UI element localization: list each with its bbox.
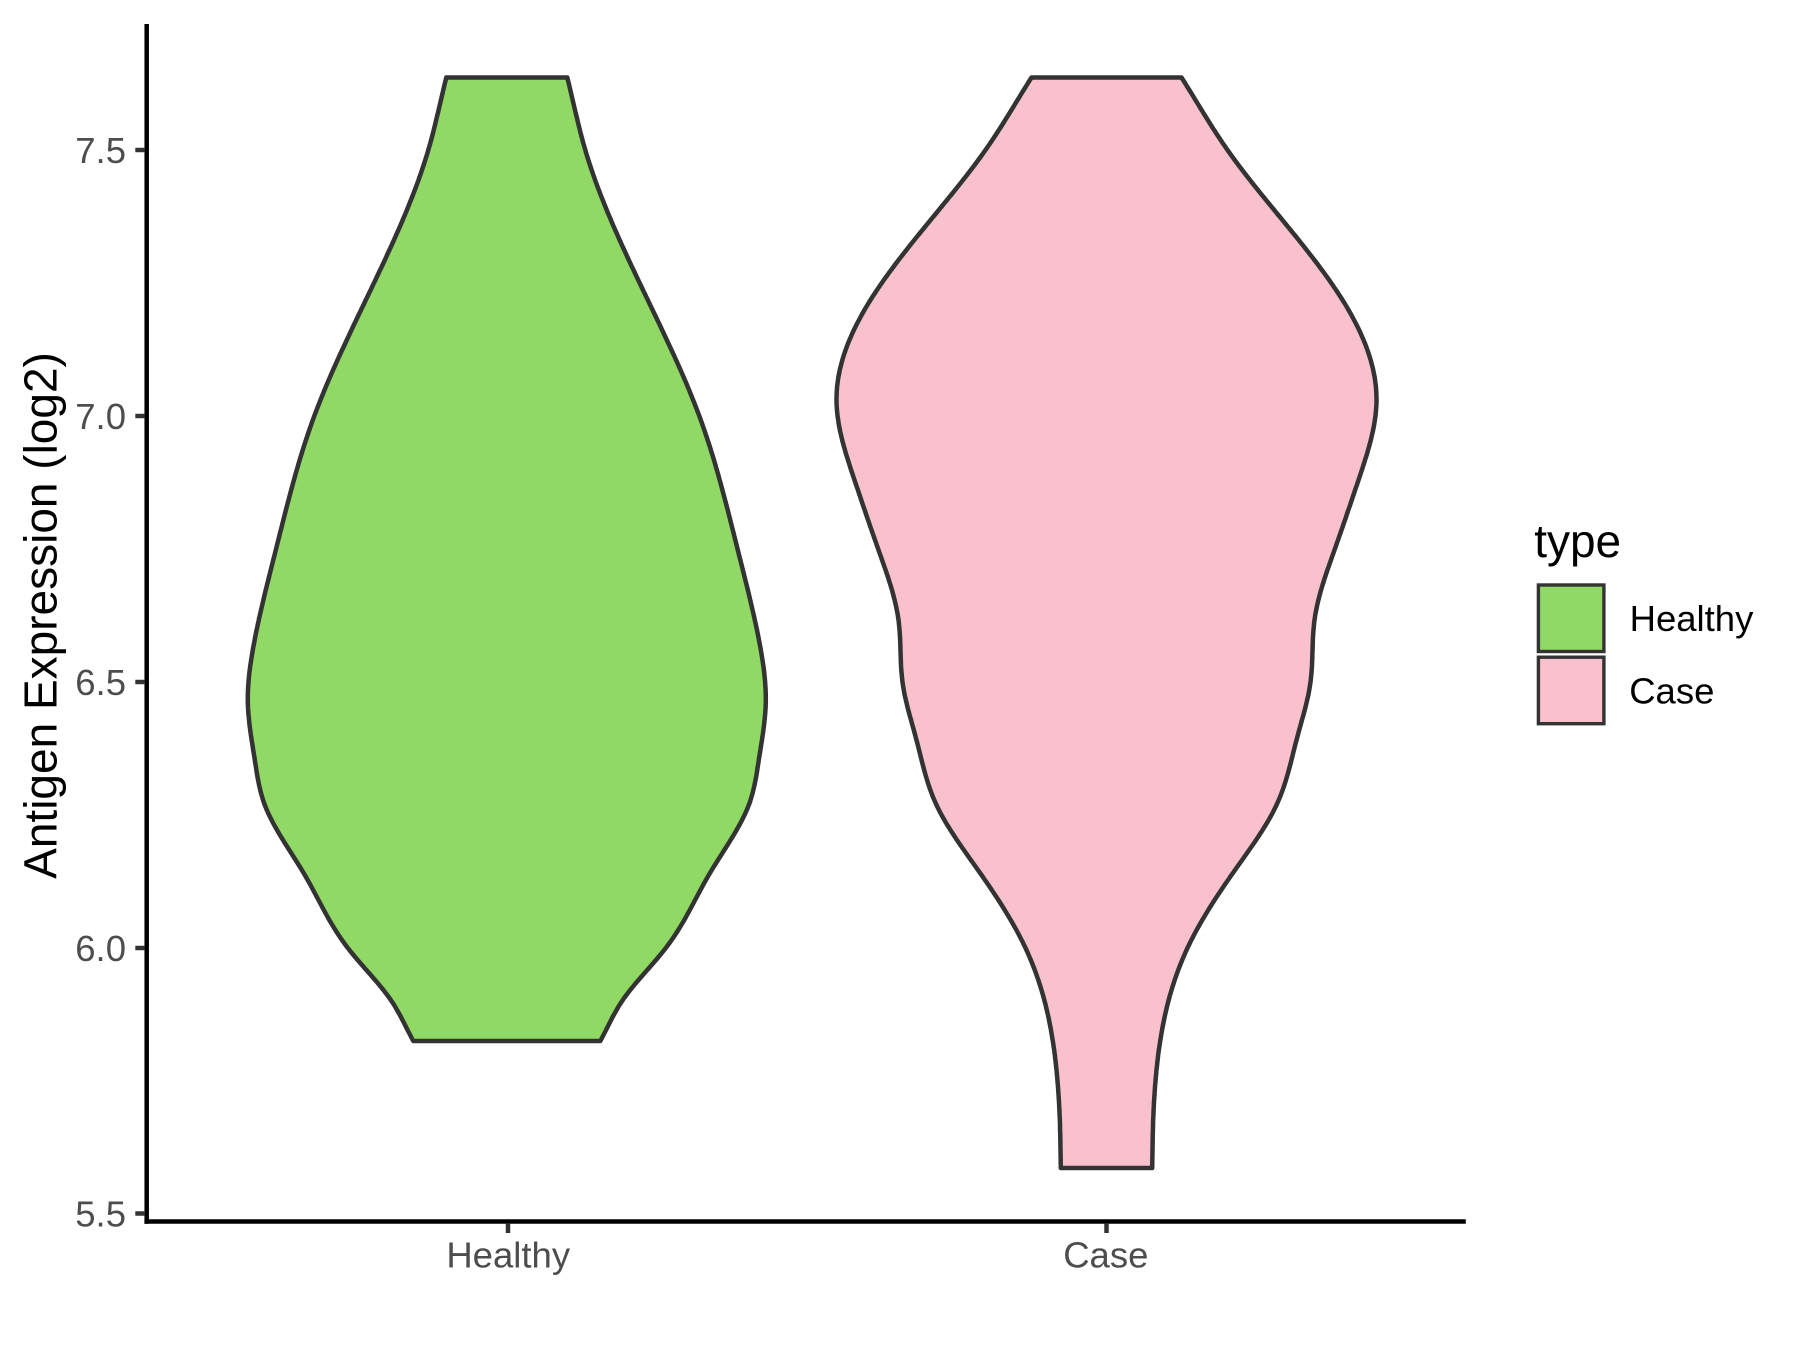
svg-text:type: type (1534, 515, 1621, 567)
svg-text:Healthy: Healthy (446, 1234, 571, 1275)
svg-text:6.0: 6.0 (75, 928, 126, 969)
svg-text:5.5: 5.5 (75, 1194, 126, 1235)
svg-text:Case: Case (1629, 671, 1714, 712)
svg-text:Case: Case (1063, 1234, 1148, 1275)
svg-text:7.5: 7.5 (75, 130, 126, 171)
svg-text:7.0: 7.0 (75, 396, 126, 437)
svg-text:6.5: 6.5 (75, 662, 126, 703)
svg-text:Healthy: Healthy (1630, 598, 1755, 639)
svg-text:Antigen Expression (log2): Antigen Expression (log2) (14, 352, 66, 879)
